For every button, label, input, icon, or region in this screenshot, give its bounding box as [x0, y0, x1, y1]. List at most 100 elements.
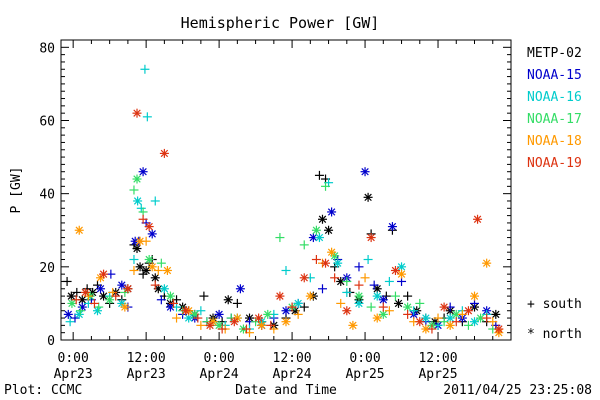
- x-tick-time-label: 0:00: [203, 351, 234, 366]
- south-point: [70, 313, 80, 323]
- south-point: [75, 306, 85, 316]
- north-point: [275, 291, 285, 301]
- south-point: [241, 324, 251, 334]
- south-point: [482, 313, 492, 323]
- south-point: [488, 317, 498, 327]
- north-point: [133, 196, 143, 206]
- south-point: [403, 291, 413, 301]
- south-point: [266, 320, 276, 330]
- y-tick-label: 80: [39, 41, 55, 56]
- series-noaa-15: [63, 167, 501, 330]
- north-point: [348, 320, 358, 330]
- y-axis-label: P [GW]: [9, 167, 24, 214]
- north-point: [263, 309, 273, 319]
- north-point: [327, 247, 337, 257]
- south-point: [363, 255, 373, 265]
- south-point: [65, 317, 75, 327]
- north-point: [445, 320, 455, 330]
- north-point: [491, 309, 501, 319]
- north-point: [181, 306, 191, 316]
- south-point: [281, 265, 291, 275]
- north-point: [229, 317, 239, 327]
- north-point: [482, 258, 492, 268]
- south-point: [433, 313, 443, 323]
- north-point: [311, 225, 321, 235]
- south-point: [293, 309, 303, 319]
- series-noaa-17: [67, 174, 498, 334]
- north-point: [205, 320, 215, 330]
- north-point: [445, 313, 455, 323]
- south-point: [89, 298, 99, 308]
- south-point: [94, 302, 104, 312]
- x-tick-date-label: Apr23: [127, 367, 166, 382]
- y-axis: 0 20 40 60 80: [39, 39, 511, 349]
- south-point: [62, 276, 72, 286]
- north-point: [314, 233, 324, 243]
- south-point: [199, 291, 209, 301]
- x-tick-date-label: Apr23: [54, 367, 93, 382]
- south-point: [299, 240, 309, 250]
- plot-source-label: Plot: CCMC: [4, 383, 82, 398]
- south-point: [142, 112, 152, 122]
- north-point: [476, 313, 486, 323]
- x-tick-date-label: Apr24: [273, 367, 312, 382]
- south-point: [354, 262, 364, 272]
- north-point: [360, 167, 370, 177]
- south-point: [415, 298, 425, 308]
- south-point: [439, 317, 449, 327]
- north-point: [144, 255, 154, 265]
- plot-frame: [60, 39, 512, 341]
- y-tick-label: 20: [39, 261, 55, 276]
- south-point: [384, 306, 394, 316]
- north-point: [120, 302, 130, 312]
- south-point: [156, 258, 166, 268]
- north-point: [281, 306, 291, 316]
- south-point: [457, 309, 467, 319]
- legend-entry: METP-02: [527, 46, 582, 61]
- north-point: [147, 229, 157, 239]
- north-point: [470, 291, 480, 301]
- north-point: [470, 317, 480, 327]
- x-tick-time-label: 0:00: [349, 351, 380, 366]
- south-point: [196, 320, 206, 330]
- north-point: [141, 265, 151, 275]
- south-point: [342, 287, 352, 297]
- south-point: [366, 302, 376, 312]
- north-point: [132, 174, 142, 184]
- south-point: [129, 265, 139, 275]
- south-point: [217, 324, 227, 334]
- x-axis: 0:00Apr2312:00Apr230:00Apr2412:00Apr240:…: [54, 40, 494, 382]
- south-point: [403, 309, 413, 319]
- data-points: [62, 64, 504, 338]
- south-point: [138, 214, 148, 224]
- north-point: [74, 225, 84, 235]
- north-point: [138, 167, 148, 177]
- south-point: [193, 313, 203, 323]
- south-point: [71, 295, 81, 305]
- x-tick-time-label: 12:00: [273, 351, 312, 366]
- legend: METP-02 NOAA-15 NOAA-16 NOAA-17 NOAA-18 NOAA-…: [527, 46, 582, 342]
- north-point: [92, 306, 102, 316]
- y-tick-label: 60: [39, 114, 55, 129]
- north-point: [394, 298, 403, 308]
- south-point: [342, 276, 352, 286]
- north-point: [235, 284, 245, 294]
- south-point: [150, 196, 160, 206]
- north-point: [117, 280, 127, 290]
- south-point: [451, 317, 461, 327]
- north-point: [74, 309, 84, 319]
- north-point: [66, 291, 76, 301]
- south-point: [360, 273, 370, 283]
- south-point: [141, 236, 151, 246]
- south-point: [463, 320, 473, 330]
- north-point: [327, 207, 337, 217]
- north-point: [305, 291, 315, 301]
- north-point: [132, 108, 142, 118]
- series-noaa-19: [71, 108, 504, 334]
- north-point: [354, 291, 364, 301]
- south-point: [172, 313, 182, 323]
- legend-entry: NOAA-15: [527, 68, 582, 83]
- south-point: [129, 255, 139, 265]
- x-tick-date-label: Apr25: [418, 367, 457, 382]
- north-point: [397, 269, 407, 279]
